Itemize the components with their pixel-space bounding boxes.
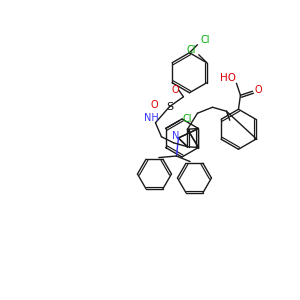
- Text: HO: HO: [220, 73, 236, 83]
- Text: Cl: Cl: [201, 35, 210, 45]
- Text: Cl: Cl: [186, 45, 196, 55]
- Text: O: O: [255, 85, 262, 95]
- Text: NH: NH: [144, 113, 159, 123]
- Text: Cl: Cl: [183, 113, 192, 124]
- Text: O: O: [151, 100, 158, 110]
- Text: O: O: [172, 85, 179, 95]
- Text: S: S: [166, 102, 173, 112]
- Text: N: N: [172, 131, 179, 141]
